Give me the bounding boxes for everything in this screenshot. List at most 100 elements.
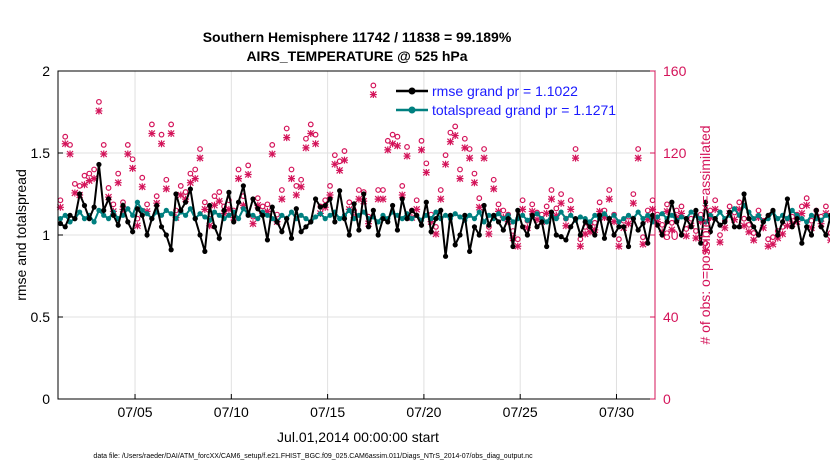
rmse-point bbox=[240, 183, 246, 189]
rmse-point bbox=[221, 207, 227, 213]
obs-assimilated-marker bbox=[56, 203, 64, 211]
rmse-point bbox=[115, 222, 121, 228]
obs-possible-marker bbox=[81, 172, 88, 179]
y-right-tick-label: 0 bbox=[663, 391, 671, 407]
rmse-point bbox=[712, 216, 718, 222]
rmse-point bbox=[356, 227, 362, 233]
rmse-point bbox=[130, 229, 136, 235]
obs-possible-marker bbox=[216, 189, 223, 195]
obs-assimilated-marker bbox=[369, 91, 377, 99]
obs-assimilated-marker bbox=[697, 218, 705, 226]
spread-point bbox=[288, 209, 295, 215]
obs-assimilated-marker bbox=[196, 154, 204, 162]
obs-possible-marker bbox=[553, 205, 560, 212]
obs-assimilated-marker bbox=[779, 230, 787, 238]
spread-point bbox=[163, 207, 169, 213]
spread-point bbox=[322, 216, 328, 222]
rmse-point bbox=[779, 219, 786, 225]
rmse-point bbox=[428, 229, 434, 235]
obs-assimilated-marker bbox=[644, 216, 652, 224]
obs-assimilated-marker bbox=[591, 226, 599, 234]
obs-possible-marker bbox=[558, 191, 565, 198]
obs-possible-marker bbox=[452, 123, 459, 130]
obs-possible-marker bbox=[572, 146, 579, 152]
obs-assimilated-marker bbox=[798, 209, 806, 217]
rmse-point bbox=[544, 243, 550, 250]
obs-possible-marker bbox=[394, 133, 401, 140]
x-tick-label: 07/25 bbox=[503, 404, 538, 420]
rmse-point bbox=[755, 232, 762, 238]
rmse-point bbox=[433, 216, 439, 222]
rmse-point bbox=[317, 204, 323, 210]
obs-assimilated-marker bbox=[201, 205, 209, 213]
rmse-point bbox=[717, 222, 723, 228]
obs-possible-marker bbox=[71, 180, 78, 187]
rmse-point bbox=[173, 191, 179, 197]
rmse-point bbox=[423, 199, 429, 205]
obs-possible-marker bbox=[298, 176, 305, 183]
obs-assimilated-marker bbox=[278, 195, 286, 203]
rmse-point bbox=[163, 232, 169, 238]
rmse-point bbox=[515, 207, 521, 213]
obs-possible-marker bbox=[254, 195, 261, 202]
obs-assimilated-marker bbox=[61, 140, 69, 148]
obs-possible-marker bbox=[596, 199, 603, 206]
spread-point bbox=[500, 216, 506, 222]
obs-possible-marker bbox=[201, 199, 208, 206]
chart-title-line2: AIRS_TEMPERATURE @ 525 hPa bbox=[246, 48, 467, 64]
rmse-point bbox=[823, 232, 829, 238]
rmse-point bbox=[611, 232, 617, 238]
obs-assimilated-marker bbox=[750, 236, 758, 244]
obs-possible-marker bbox=[187, 170, 194, 177]
spread-point bbox=[144, 211, 150, 217]
obs-assimilated-marker bbox=[427, 218, 435, 226]
obs-possible-marker bbox=[490, 176, 497, 183]
rmse-point bbox=[471, 224, 478, 230]
obs-assimilated-marker bbox=[326, 191, 334, 199]
obs-possible-marker bbox=[461, 135, 468, 142]
spread-point bbox=[399, 216, 405, 222]
obs-assimilated-marker bbox=[702, 246, 710, 254]
obs-possible-marker bbox=[245, 162, 252, 169]
obs-assimilated-marker bbox=[167, 130, 175, 137]
obs-assimilated-marker bbox=[162, 185, 170, 193]
rmse-point bbox=[279, 229, 285, 235]
obs-assimilated-marker bbox=[283, 134, 291, 142]
obs-assimilated-marker bbox=[629, 199, 637, 207]
rmse-point bbox=[597, 212, 603, 218]
spread-point bbox=[327, 212, 333, 218]
spread-point bbox=[139, 207, 145, 213]
obs-assimilated-marker bbox=[466, 154, 474, 162]
spread-point bbox=[659, 211, 665, 217]
obs-possible-marker bbox=[124, 141, 131, 148]
rmse-point bbox=[380, 216, 386, 222]
obs-possible-marker bbox=[57, 197, 64, 204]
obs-assimilated-marker bbox=[263, 207, 271, 215]
obs-possible-marker bbox=[413, 197, 420, 204]
rmse-point bbox=[211, 224, 218, 230]
obs-assimilated-marker bbox=[759, 224, 767, 232]
spread-point bbox=[216, 212, 222, 218]
rmse-point bbox=[288, 235, 295, 241]
obs-assimilated-marker bbox=[398, 191, 406, 199]
obs-assimilated-marker bbox=[596, 207, 604, 215]
rmse-point bbox=[486, 222, 492, 228]
rmse-point bbox=[563, 237, 569, 243]
obs-assimilated-marker bbox=[80, 181, 88, 189]
spread-point bbox=[654, 214, 661, 220]
rmse-point bbox=[813, 207, 819, 213]
obs-possible-marker bbox=[823, 203, 829, 210]
obs-assimilated-marker bbox=[711, 205, 719, 213]
obs-possible-marker bbox=[389, 131, 396, 138]
spread-point bbox=[621, 216, 627, 222]
rmse-point bbox=[505, 216, 511, 222]
y-left-tick-label: 2 bbox=[42, 63, 50, 79]
obs-assimilated-marker bbox=[721, 224, 729, 232]
obs-assimilated-marker bbox=[114, 179, 122, 187]
obs-assimilated-marker bbox=[312, 140, 320, 148]
obs-assimilated-marker bbox=[85, 177, 93, 185]
obs-possible-marker bbox=[283, 125, 290, 132]
rmse-point bbox=[394, 227, 401, 233]
obs-assimilated-marker bbox=[547, 195, 555, 203]
rmse-point bbox=[332, 219, 338, 225]
